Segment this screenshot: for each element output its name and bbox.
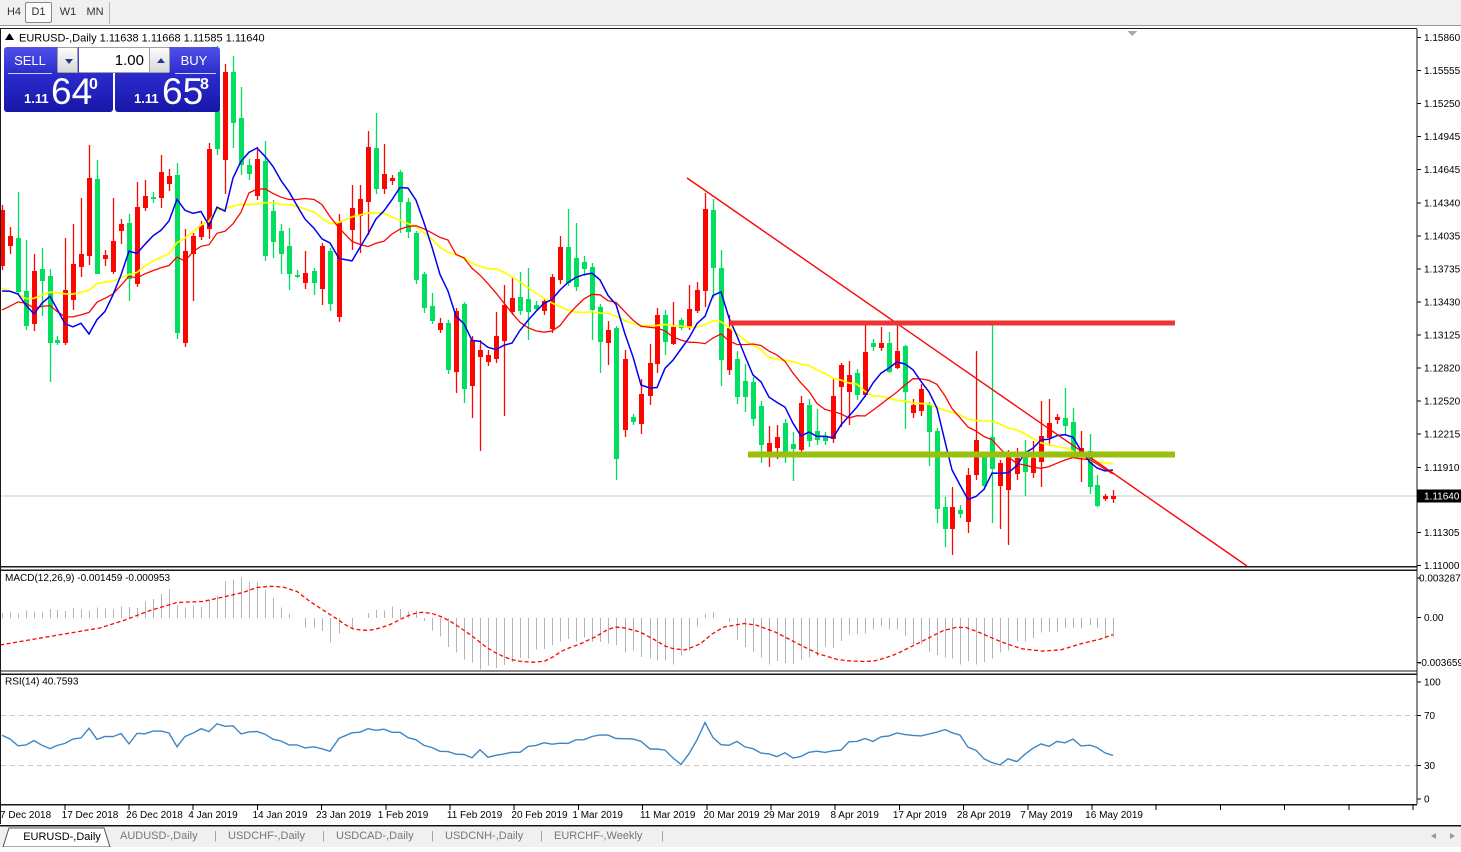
svg-text:1.14340: 1.14340 [1424, 198, 1461, 209]
svg-text:11 Feb 2019: 11 Feb 2019 [447, 810, 503, 821]
svg-text:14 Jan 2019: 14 Jan 2019 [252, 810, 307, 821]
svg-text:RSI(14) 40.7593: RSI(14) 40.7593 [5, 677, 79, 688]
svg-text:1.13430: 1.13430 [1424, 298, 1461, 309]
svg-text:30: 30 [1424, 761, 1436, 772]
svg-text:1.15250: 1.15250 [1424, 99, 1461, 110]
svg-text:1.15860: 1.15860 [1424, 33, 1461, 44]
svg-text:-0.003659: -0.003659 [1418, 658, 1461, 669]
svg-text:1 Feb 2019: 1 Feb 2019 [378, 810, 429, 821]
svg-text:17 Dec 2018: 17 Dec 2018 [62, 810, 119, 821]
svg-text:1.11305: 1.11305 [1424, 528, 1460, 539]
svg-text:1.12820: 1.12820 [1424, 364, 1461, 375]
svg-text:28 Apr 2019: 28 Apr 2019 [957, 810, 1011, 821]
svg-text:1.15555: 1.15555 [1424, 66, 1461, 77]
svg-text:1.14035: 1.14035 [1424, 231, 1461, 242]
svg-text:1.11000: 1.11000 [1424, 561, 1460, 572]
svg-text:7 Dec 2018: 7 Dec 2018 [0, 810, 52, 821]
svg-text:1.14945: 1.14945 [1424, 132, 1461, 143]
svg-text:4 Jan 2019: 4 Jan 2019 [188, 810, 238, 821]
svg-text:29 Mar 2019: 29 Mar 2019 [764, 810, 821, 821]
svg-text:16 May 2019: 16 May 2019 [1085, 810, 1143, 821]
svg-text:EURUSD-,Daily 1.11638 1.11668: EURUSD-,Daily 1.11638 1.11668 1.11585 1.… [19, 33, 265, 45]
svg-text:1.14645: 1.14645 [1424, 165, 1461, 176]
svg-text:20 Feb 2019: 20 Feb 2019 [511, 810, 568, 821]
svg-text:1.11640: 1.11640 [1424, 492, 1460, 503]
svg-text:1.12215: 1.12215 [1424, 430, 1461, 441]
svg-text:7 May 2019: 7 May 2019 [1020, 810, 1073, 821]
svg-text:0.00: 0.00 [1424, 613, 1444, 624]
svg-text:20 Mar 2019: 20 Mar 2019 [703, 810, 760, 821]
svg-text:0: 0 [1424, 795, 1430, 806]
svg-text:MACD(12,26,9) -0.001459 -0.000: MACD(12,26,9) -0.001459 -0.000953 [5, 573, 171, 584]
svg-text:1 Mar 2019: 1 Mar 2019 [572, 810, 623, 821]
svg-text:1.12520: 1.12520 [1424, 397, 1461, 408]
svg-text:23 Jan 2019: 23 Jan 2019 [316, 810, 371, 821]
svg-text:1.13735: 1.13735 [1424, 264, 1461, 275]
svg-text:0.003287: 0.003287 [1419, 574, 1461, 585]
svg-text:70: 70 [1424, 711, 1436, 722]
svg-text:11 Mar 2019: 11 Mar 2019 [640, 810, 696, 821]
svg-text:1.13125: 1.13125 [1424, 331, 1461, 342]
svg-text:17 Apr 2019: 17 Apr 2019 [893, 810, 947, 821]
svg-text:1.11910: 1.11910 [1424, 463, 1460, 474]
svg-text:26 Dec 2018: 26 Dec 2018 [126, 810, 183, 821]
svg-text:100: 100 [1424, 678, 1441, 689]
svg-text:8 Apr 2019: 8 Apr 2019 [831, 810, 880, 821]
